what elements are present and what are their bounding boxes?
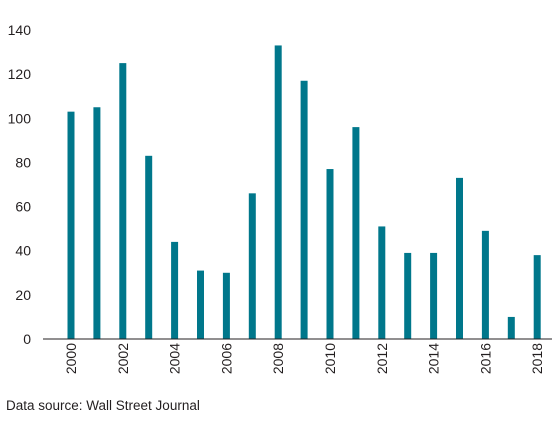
bar-2016 [481,230,489,339]
y-tick-label: 60 [15,199,31,215]
bar-2008 [274,45,282,339]
bar-2015 [456,177,463,339]
bars [67,45,541,340]
x-tick-label: 2000 [63,343,79,374]
y-tick-label: 120 [8,66,32,82]
x-tick-label: 2010 [322,343,338,374]
bar-2000 [67,111,75,339]
bar-2001 [93,107,101,339]
bar-2011 [352,127,360,339]
bar-2010 [326,169,334,339]
x-tick-label: 2002 [115,343,131,374]
x-tick-label: 2008 [270,343,286,374]
x-axis: 2000 2002 2004 2006 2008 2010 2012 2014 2016 2018 [43,338,552,374]
y-tick-label: 0 [23,331,31,347]
x-tick-label: 2006 [218,343,234,374]
y-tick-label: 80 [15,154,31,170]
bar-2014 [430,252,438,339]
data-source-note: Data source: Wall Street Journal [6,398,200,413]
bar-2007 [248,193,256,339]
bar-2006 [222,272,230,339]
bar-2017 [507,316,515,339]
bar-2003 [145,155,153,339]
y-tick-label: 40 [15,243,31,259]
bar-2018 [533,255,541,339]
x-tick-label: 2016 [477,343,493,374]
bar-2002 [119,63,127,340]
y-tick-label: 20 [15,287,31,303]
bar-2009 [300,80,308,339]
y-axis: 0 20 40 60 80 100 120 140 [8,22,32,347]
bar-2012 [378,226,386,339]
bar-2005 [197,270,204,339]
x-tick-label: 2014 [426,343,442,374]
x-tick-label: 2004 [167,343,183,374]
x-tick-label: 2018 [529,343,545,374]
bar-2004 [171,241,179,339]
y-tick-label: 140 [8,22,32,38]
y-tick-label: 100 [8,110,32,126]
x-tick-label: 2012 [374,343,390,374]
bar-2013 [404,252,412,339]
